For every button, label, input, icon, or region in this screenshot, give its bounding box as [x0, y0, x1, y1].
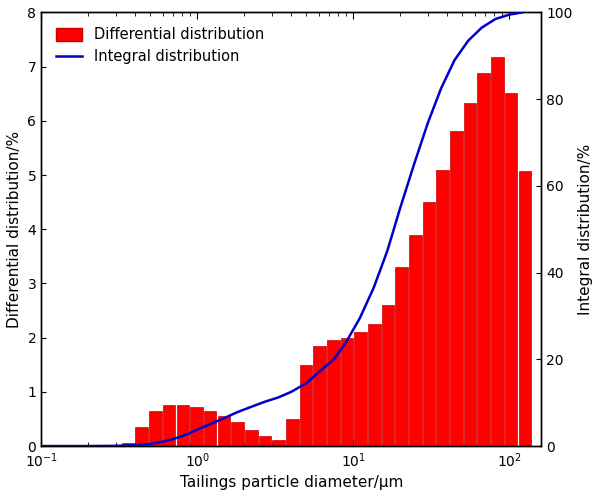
- Bar: [436, 169, 449, 446]
- Bar: [313, 346, 326, 446]
- Bar: [149, 411, 162, 446]
- Bar: [190, 407, 203, 446]
- Bar: [355, 332, 367, 446]
- Bar: [464, 103, 476, 446]
- Y-axis label: Differential distribution/%: Differential distribution/%: [7, 131, 22, 328]
- Bar: [450, 131, 463, 446]
- Bar: [423, 202, 436, 446]
- Bar: [272, 439, 285, 446]
- Bar: [518, 170, 531, 446]
- Bar: [259, 436, 271, 446]
- Bar: [382, 305, 394, 446]
- Bar: [299, 365, 312, 446]
- Bar: [176, 406, 190, 446]
- Bar: [136, 427, 148, 446]
- Bar: [204, 411, 217, 446]
- Bar: [163, 406, 175, 446]
- Bar: [341, 337, 353, 446]
- Bar: [368, 324, 380, 446]
- Bar: [231, 421, 244, 446]
- Bar: [218, 416, 230, 446]
- Bar: [122, 443, 134, 446]
- Bar: [409, 235, 422, 446]
- Bar: [395, 267, 408, 446]
- Bar: [245, 430, 257, 446]
- Y-axis label: Integral distribution/%: Integral distribution/%: [578, 144, 593, 315]
- Bar: [491, 58, 504, 446]
- X-axis label: Tailings particle diameter/μm: Tailings particle diameter/μm: [179, 475, 403, 490]
- Legend: Differential distribution, Integral distribution: Differential distribution, Integral dist…: [49, 20, 271, 72]
- Bar: [478, 73, 490, 446]
- Bar: [286, 419, 299, 446]
- Bar: [505, 92, 517, 446]
- Bar: [327, 340, 340, 446]
